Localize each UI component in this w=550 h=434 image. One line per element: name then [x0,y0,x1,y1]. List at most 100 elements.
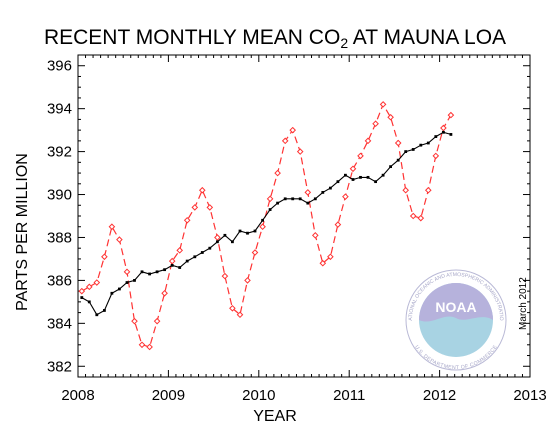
trend-point [253,229,257,233]
trend-point [238,229,242,233]
series-monthly-mean [78,101,455,351]
y-axis-ticks: 382 384 386 388 390 392 394 396 [47,54,530,378]
y-tick-label: 392 [47,144,72,161]
x-tick-label: 2013 [513,387,546,404]
monthly-mean-point [304,189,312,196]
trend-point [268,208,272,211]
monthly-mean-point [138,341,146,349]
monthly-mean-point [394,139,402,147]
trend-point [441,130,445,134]
monthly-mean-point [259,223,266,231]
x-tick-label: 2011 [333,387,365,404]
trend-point [185,259,189,263]
trend-point [178,266,182,269]
trend-point [298,197,302,201]
trend-point [313,197,317,201]
monthly-mean-line [81,103,452,348]
chart-title-main: RECENT MONTHLY MEAN CO [43,26,341,49]
trend-point [110,291,114,295]
trend-point [87,300,91,304]
x-tick-label: 2008 [61,387,94,404]
monthly-mean-point [101,253,108,261]
monthly-mean-point [131,317,138,325]
monthly-mean-point [206,204,214,211]
trend-point [102,309,106,312]
monthly-mean-point [191,204,199,211]
date-credit: March 2012 [518,277,529,330]
trend-point [283,197,287,201]
monthly-mean-point [357,152,364,160]
trend-point [200,251,204,254]
trend-point [419,143,423,147]
monthly-mean-point [409,212,417,220]
trend-point [95,313,99,317]
monthly-mean-point [266,195,274,203]
y-tick-label: 396 [47,58,72,75]
trend-point [163,268,167,272]
y-tick-label: 388 [47,229,72,246]
monthly-mean-point [274,169,281,177]
trend-point [328,186,332,190]
trend-point [306,201,310,205]
trend-point [411,148,415,151]
y-axis-label: PARTS PER MILLION [14,153,31,311]
trend-point [148,272,151,276]
monthly-mean-point [417,214,425,222]
trend-point [215,240,219,244]
y-tick-label: 384 [47,315,72,332]
monthly-mean-point [123,268,131,276]
trend-point [261,218,264,222]
monthly-mean-point [387,113,394,121]
trend-point [449,133,453,136]
trend-point [359,175,362,179]
y-tick-label: 386 [47,272,72,289]
trend-point [366,175,370,179]
trend-point [434,135,438,138]
monthly-mean-point [289,126,297,134]
monthly-mean-point [379,101,387,108]
x-tick-label: 2010 [242,387,275,404]
monthly-mean-point [327,253,334,261]
trend-point [155,270,159,274]
trend-point [125,281,129,284]
x-tick-label: 2012 [423,387,456,404]
trend-point [223,233,227,237]
monthly-mean-point [108,223,116,231]
monthly-mean-point [281,137,289,145]
trend-point [193,255,197,259]
trend-point [374,180,377,184]
monthly-mean-point [176,247,184,254]
monthly-mean-point [146,343,153,351]
trend-point [389,165,393,169]
chart-title-tail: AT MAUNA LOA [348,26,507,49]
logo-gull-sky [419,283,493,322]
trend-point [396,158,400,162]
monthly-mean-point [116,236,123,243]
monthly-mean-point [334,221,342,228]
trend-point [208,246,212,250]
trend-point [351,178,355,181]
monthly-mean-point [424,186,432,194]
trend-point [426,141,430,145]
trend-point [170,263,174,267]
trend-point [80,296,84,299]
logo-wordmark: NOAA [435,299,476,315]
trend-point [404,150,408,153]
trend-point [381,173,385,177]
series-seasonally-corrected [80,130,453,317]
monthly-mean-point [244,277,251,284]
monthly-mean-point [85,283,93,291]
series-layer [78,101,455,351]
trend-point [336,180,340,184]
y-tick-label: 390 [47,187,72,204]
monthly-mean-point [349,165,357,173]
monthly-mean-point [447,111,455,119]
chart-title: RECENT MONTHLY MEAN CO2 AT MAUNA LOA [0,26,550,51]
monthly-mean-point [311,232,319,239]
monthly-mean-point [364,137,372,145]
chart-title-subscript: 2 [340,35,349,51]
logo-outer-ring [405,269,507,371]
monthly-mean-point [236,311,244,319]
x-axis-ticks: 2008 2009 2010 2011 2012 2013 [61,55,547,404]
